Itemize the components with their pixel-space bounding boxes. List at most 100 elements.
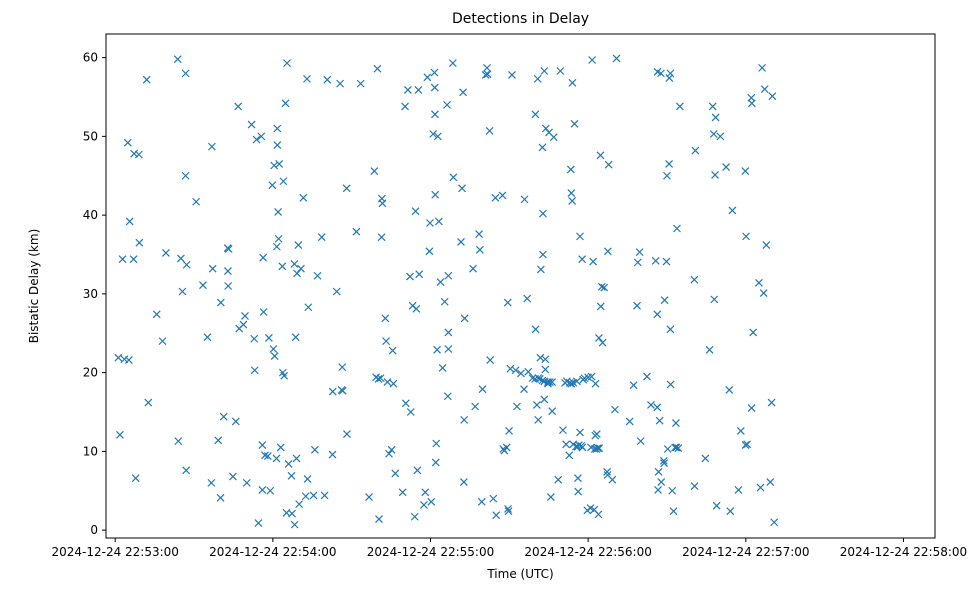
data-point-marker (259, 253, 268, 262)
y-axis-label: Bistatic Delay (km) (27, 229, 41, 344)
data-point-marker (135, 238, 144, 247)
data-point-marker (722, 163, 731, 172)
data-point-marker (486, 356, 495, 364)
data-point-marker (374, 375, 383, 383)
data-point-marker (250, 366, 259, 375)
data-point-marker (665, 160, 674, 168)
data-point-marker (264, 334, 273, 342)
data-point-marker (659, 456, 668, 465)
data-point-marker (562, 440, 571, 449)
data-point-marker (524, 367, 533, 376)
data-point-marker (182, 260, 191, 269)
data-point-marker (539, 209, 547, 218)
data-point-marker (274, 208, 283, 216)
data-point-marker (743, 440, 752, 449)
data-point-marker (273, 141, 282, 149)
data-point-marker (598, 338, 607, 347)
data-point-marker (538, 376, 547, 385)
data-point-marker (287, 471, 296, 480)
data-point-marker (389, 379, 398, 388)
data-point-marker (570, 119, 579, 128)
data-point-marker (666, 325, 675, 334)
data-point-marker (596, 151, 605, 160)
data-point-marker (643, 372, 651, 381)
data-point-marker (673, 224, 681, 233)
data-point-marker (508, 71, 516, 79)
data-point-marker (223, 267, 232, 275)
data-point-marker (274, 234, 283, 243)
data-point-marker (182, 466, 191, 475)
data-point-marker (710, 295, 719, 304)
data-point-marker (328, 387, 337, 396)
data-point-marker (671, 419, 680, 427)
data-point-marker (176, 254, 185, 263)
y-tick-label: 30 (83, 287, 98, 301)
data-point-marker (655, 416, 664, 425)
data-point-marker (531, 325, 540, 334)
data-point-marker (444, 345, 453, 353)
data-point-marker (431, 458, 440, 467)
data-point-marker (440, 297, 449, 306)
data-point-marker (427, 497, 436, 506)
data-point-marker (299, 193, 308, 202)
data-point-marker (373, 64, 382, 73)
data-point-marker (273, 124, 282, 133)
data-point-marker (756, 483, 765, 492)
data-point-marker (568, 78, 577, 87)
data-point-marker (759, 289, 768, 298)
data-point-marker (414, 85, 423, 94)
data-point-marker (425, 247, 434, 256)
data-point-marker (595, 444, 604, 453)
data-point-marker (438, 363, 447, 372)
data-point-marker (588, 56, 597, 64)
data-point-marker (593, 444, 602, 453)
data-point-marker (320, 491, 329, 500)
data-point-marker (254, 519, 263, 527)
data-point-marker (491, 193, 500, 202)
data-point-marker (541, 355, 550, 364)
data-point-marker (192, 197, 201, 206)
data-point-marker (224, 282, 233, 290)
data-point-marker (653, 310, 662, 319)
data-point-marker (459, 88, 468, 97)
data-point-marker (768, 92, 777, 101)
data-point-marker (762, 241, 771, 249)
x-tick-label: 2024-12-24 22:58:00 (840, 545, 967, 559)
data-point-marker (675, 102, 684, 111)
data-point-marker (250, 334, 259, 343)
data-point-marker (401, 102, 409, 111)
data-point-marker (134, 150, 143, 159)
data-point-marker (604, 160, 613, 169)
data-point-marker (485, 126, 494, 135)
x-tick-label: 2024-12-24 22:57:00 (682, 545, 809, 559)
data-point-marker (504, 504, 512, 513)
data-point-marker (597, 282, 606, 291)
x-tick-label: 2024-12-24 22:53:00 (51, 545, 178, 559)
data-point-marker (429, 130, 438, 138)
data-point-marker (471, 402, 480, 411)
data-point-marker (297, 264, 305, 273)
data-point-marker (356, 79, 365, 88)
data-point-marker (376, 374, 385, 383)
data-point-marker (541, 365, 550, 374)
data-point-marker (741, 167, 750, 175)
data-point-marker (370, 167, 379, 175)
data-point-marker (269, 345, 278, 353)
data-point-marker (336, 79, 345, 88)
data-point-marker (568, 197, 577, 205)
data-point-marker (118, 255, 127, 264)
data-point-marker (375, 515, 383, 524)
data-point-marker (443, 100, 451, 109)
data-point-marker (125, 217, 134, 226)
data-point-marker (436, 278, 445, 286)
data-point-marker (161, 249, 170, 257)
data-point-marker (505, 426, 513, 435)
data-point-marker (625, 417, 634, 426)
data-point-marker (332, 287, 341, 296)
data-point-marker (647, 400, 655, 409)
data-point-marker (711, 113, 720, 122)
data-point-marker (131, 474, 140, 483)
data-point-marker (478, 385, 487, 394)
data-point-marker (663, 445, 672, 453)
